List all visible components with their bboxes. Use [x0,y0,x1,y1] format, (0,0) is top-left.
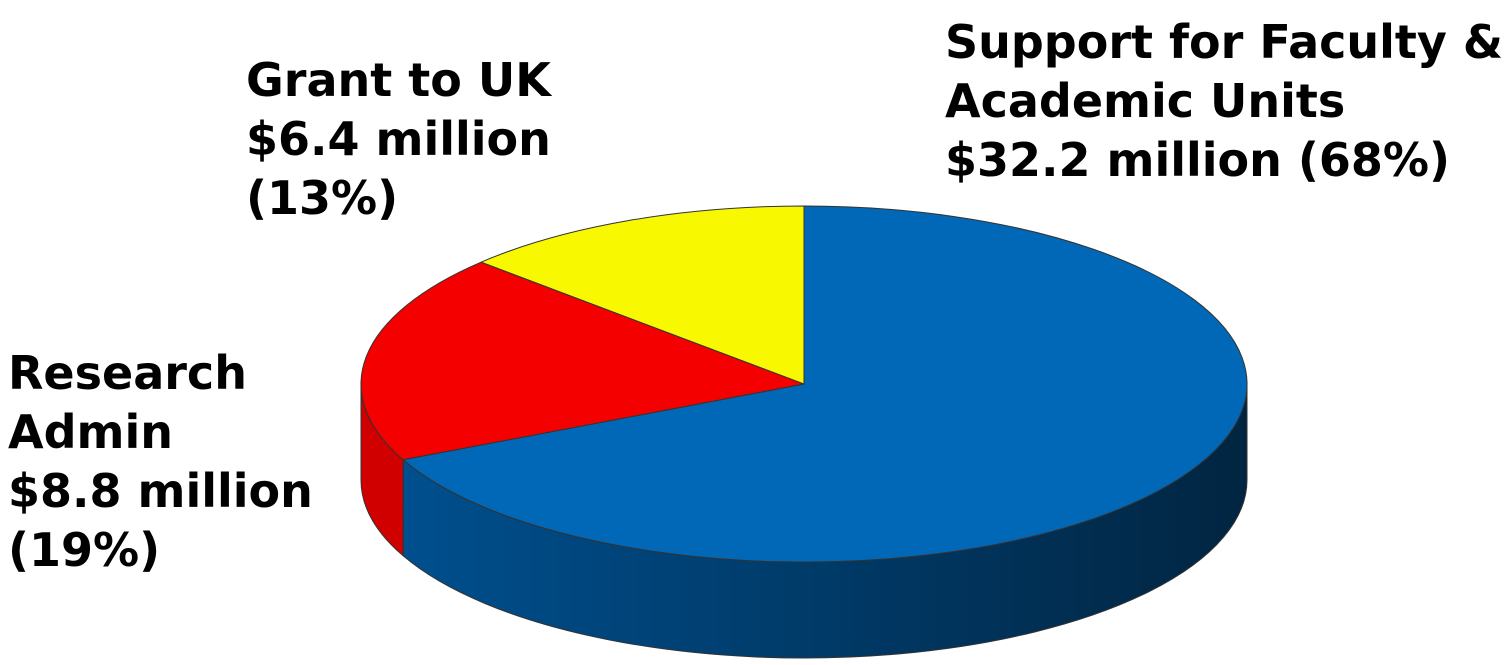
slice-label-support: Support for Faculty & Academic Units $32… [945,15,1511,187]
slice-label-support-line-3: $32.2 million (68%) [945,133,1450,187]
slice-label-grant-line-3: (13%) [246,171,398,225]
slice-label-research: Research Admin $8.8 million (19%) [8,346,329,577]
slice-label-research-line-3: $8.8 million [8,464,313,518]
slice-label-research-line-1: Research [8,346,247,400]
slice-label-research-line-4: (19%) [8,523,160,577]
slice-label-support-line-1: Support for Faculty & [945,15,1503,69]
slice-label-grant-line-1: Grant to UK [246,53,553,107]
slice-label-grant-line-2: $6.4 million [246,112,551,166]
pie-tops [360,205,1248,563]
slice-label-support-line-2: Academic Units [945,74,1345,128]
pie-slice-support [402,205,1248,563]
slice-label-research-line-2: Admin [8,405,173,459]
pie-slice-research [360,261,805,461]
pie-slice-grant [480,205,805,385]
slice-label-grant: Grant to UK $6.4 million (13%) [246,53,567,225]
